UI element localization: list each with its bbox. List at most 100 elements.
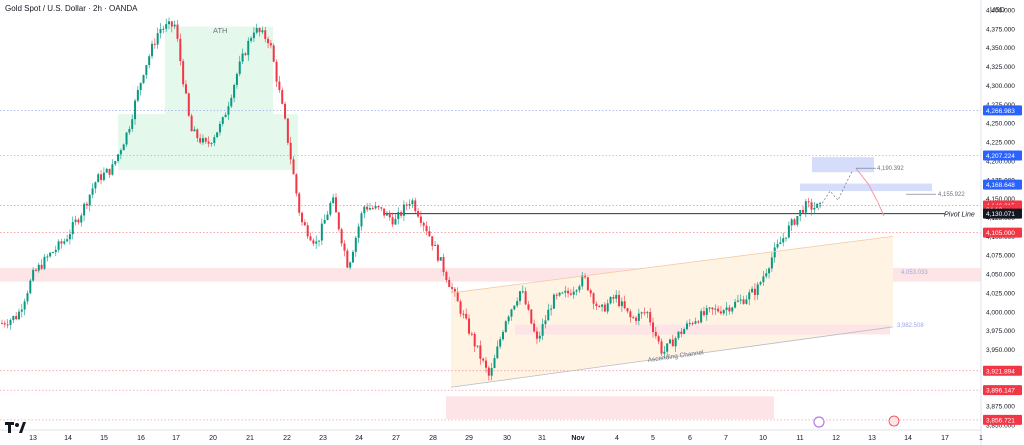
candle-body [88,194,91,206]
time-tick-label: 4 [615,435,619,442]
candle-body [148,56,151,66]
candle-body [119,150,122,155]
candle-body [748,292,751,300]
candle-body [589,290,592,294]
candle-body [252,32,255,39]
candle-body [261,30,264,33]
candle-body [74,219,77,223]
candle-body [85,203,88,206]
candle-body [578,286,581,291]
candle-body [745,299,748,304]
candle-body [224,114,227,118]
price-label-text: 4,130.071 [986,211,1015,218]
time-tick-label: 31 [538,435,546,442]
candle-body [482,358,485,361]
candle-body [298,193,301,213]
candle-body [541,324,544,336]
candle-body [547,309,550,321]
candle-body [83,203,86,216]
candle-body [286,118,289,143]
candle-body [29,280,32,294]
candle-body [510,309,513,317]
target-zone-mid [800,183,932,192]
candle-body [238,61,241,74]
candle-body [804,201,807,213]
candle-body [258,27,261,33]
candle-body [281,90,284,104]
time-tick-label: 6 [688,435,692,442]
candle-body [318,240,321,242]
candle-body [796,216,799,225]
candle-body [459,301,462,314]
candle-body [527,304,530,310]
candle-body [499,339,502,347]
candle-body [524,291,527,305]
candle-body [810,202,813,210]
candle-body [674,338,677,347]
horizontal-levels-layer [0,110,981,421]
candle-body [329,203,332,215]
candle-body [643,312,646,314]
candle-body [567,290,570,294]
candle-body [417,211,420,217]
time-tick-label: 10 [759,435,767,442]
price-tick-label: 3,875.000 [986,404,1015,411]
candle-body [445,272,448,280]
candle-body [151,43,154,57]
candle-body [564,290,567,293]
candle-body [165,24,168,29]
candle-body [725,307,728,311]
candle-body [1,323,3,325]
candle-body [419,216,422,223]
candle-body [485,360,488,368]
zones-layer [0,26,981,419]
time-axis[interactable]: 13 14 15 16 17 20 21 22 23 24 27 28 29 30 31 Nov 4 5 6 7 10 1… [0,429,983,442]
candle-body [408,204,411,206]
candle-body [167,21,170,25]
candle-body [779,242,782,245]
candle-body [68,234,71,240]
candle-body [351,251,354,263]
candle-body [734,301,737,308]
candle-body [799,209,802,217]
candle-body [552,294,555,309]
candle-body [368,208,371,210]
candle-body [595,303,598,307]
candle-body [428,231,431,237]
candle-body [819,203,821,205]
candle-body [323,219,326,224]
price-tick-label: 4,325.000 [986,64,1015,71]
time-tick-label: 17 [172,435,180,442]
candle-body [414,200,417,212]
candle-body [606,303,609,312]
candle-body [334,197,337,213]
target-high-label: 4,190.392 [877,166,904,172]
time-tick-label: 29 [465,435,473,442]
candle-body [770,257,773,269]
candle-body [320,223,323,241]
candle-body [431,236,434,246]
candle-body [623,301,626,309]
price-tick-label: 3,850.000 [986,423,1015,430]
candle-body [128,129,131,133]
candle-body [487,367,490,376]
candle-body [425,225,428,232]
candle-body [394,218,397,225]
candle-body [683,329,686,334]
price-tick-label: 4,075.000 [986,253,1015,260]
time-tick-label: 15 [100,435,108,442]
price-tick-label: 4,375.000 [986,26,1015,33]
candle-body [326,214,329,220]
candle-body [210,143,213,145]
candle-body [490,368,493,376]
candle-body [230,97,233,107]
candle-body [63,241,66,244]
candle-body [187,93,190,116]
time-tick-label: 24 [355,435,363,442]
projection-down-arrow [855,168,885,217]
candle-body [601,304,604,307]
candle-body [753,288,756,295]
candle-body [122,144,125,151]
